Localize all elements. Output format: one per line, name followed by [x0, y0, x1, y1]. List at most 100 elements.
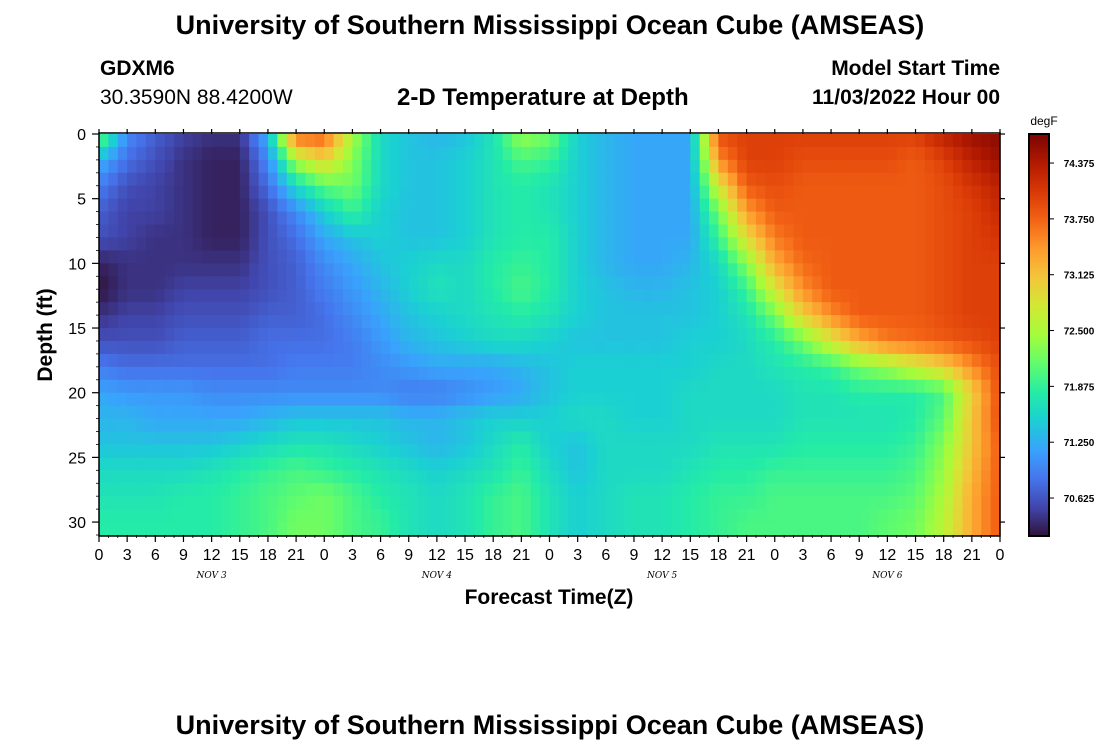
heatmap-cell [549, 444, 560, 458]
heatmap-cell [558, 366, 569, 381]
heatmap-cell [633, 418, 644, 433]
heatmap-cell [718, 250, 729, 264]
heatmap-cell [155, 315, 166, 329]
heatmap-cell [633, 250, 644, 264]
heatmap-cell [990, 457, 1001, 471]
heatmap-cell [943, 263, 954, 277]
heatmap-cell [164, 302, 175, 316]
heatmap-cell [389, 315, 400, 329]
heatmap-cell [549, 328, 560, 342]
heatmap-cell [896, 509, 907, 523]
heatmap-cell [821, 263, 832, 277]
heatmap-cell [549, 263, 560, 277]
heatmap-cell [267, 276, 278, 290]
heatmap-cell [906, 353, 917, 368]
heatmap-cell [530, 198, 541, 213]
heatmap-cell [587, 185, 598, 200]
heatmap-cell [840, 185, 851, 200]
heatmap-cell [849, 457, 860, 471]
heatmap-cell [840, 379, 851, 394]
heatmap-cell [249, 250, 260, 264]
heatmap-cell [521, 276, 532, 290]
y-axis-label: Depth (ft) [34, 288, 57, 381]
heatmap-cell [765, 250, 776, 264]
heatmap-cell [502, 224, 513, 239]
heatmap-cell [624, 172, 635, 187]
heatmap-cell [577, 483, 588, 497]
heatmap-cell [521, 379, 532, 394]
heatmap-cell [493, 444, 504, 458]
heatmap-cell [812, 185, 823, 200]
heatmap-cell [427, 263, 438, 277]
heatmap-cell [314, 405, 325, 420]
heatmap-cell [136, 379, 147, 394]
heatmap-cell [192, 496, 203, 510]
heatmap-cell [389, 340, 400, 355]
heatmap-cell [765, 522, 776, 536]
heatmap-cell [371, 315, 382, 329]
colorbar-tick-label: 71.875 [1064, 382, 1095, 393]
heatmap-cell [605, 211, 616, 226]
heatmap-cell [324, 470, 335, 484]
heatmap-cell [605, 250, 616, 264]
heatmap-cell [812, 146, 823, 161]
heatmap-cell [831, 418, 842, 433]
heatmap-cell [962, 237, 973, 252]
heatmap-cell [249, 496, 260, 510]
heatmap-cell [962, 418, 973, 433]
heatmap-cell [840, 289, 851, 303]
heatmap-cell [896, 172, 907, 187]
heatmap-cell [840, 315, 851, 329]
heatmap-cell [662, 379, 673, 394]
heatmap-cell [239, 353, 250, 368]
heatmap-cell [239, 522, 250, 536]
day-label: NOV 4 [421, 571, 452, 581]
heatmap-cell [446, 146, 457, 161]
heatmap-cell [267, 353, 278, 368]
heatmap-cell [549, 237, 560, 252]
heatmap-cell [211, 185, 222, 200]
heatmap-cell [314, 328, 325, 342]
heatmap-cell [399, 392, 410, 407]
heatmap-cell [831, 134, 842, 148]
x-tick-label: 0 [95, 547, 104, 564]
heatmap-cell [380, 431, 391, 446]
heatmap-cell [737, 237, 748, 252]
heatmap-cell [840, 276, 851, 290]
heatmap-cell [155, 457, 166, 471]
heatmap-cell [662, 159, 673, 174]
heatmap-cell [784, 289, 795, 303]
heatmap-cell [230, 366, 241, 381]
heatmap-cell [624, 211, 635, 226]
heatmap-cell [521, 509, 532, 523]
heatmap-cell [502, 263, 513, 277]
heatmap-cell [343, 237, 354, 252]
heatmap-cell [924, 159, 935, 174]
heatmap-cell [887, 392, 898, 407]
heatmap-cell [896, 224, 907, 239]
heatmap-cell [990, 146, 1001, 161]
heatmap-cell [615, 263, 626, 277]
heatmap-cell [643, 328, 654, 342]
heatmap-cell [990, 263, 1001, 277]
heatmap-cell [389, 392, 400, 407]
heatmap-cell [408, 185, 419, 200]
heatmap-cell [990, 198, 1001, 213]
heatmap-cell [202, 146, 213, 161]
heatmap-cell [718, 431, 729, 446]
heatmap-cell [399, 237, 410, 252]
heatmap-cell [615, 172, 626, 187]
heatmap-cell [671, 134, 682, 148]
x-tick-label: 3 [123, 547, 132, 564]
heatmap-cell [474, 496, 485, 510]
heatmap-cell [868, 431, 879, 446]
heatmap-cell [427, 470, 438, 484]
heatmap-cell [671, 276, 682, 290]
heatmap-cell [802, 353, 813, 368]
heatmap-cell [699, 250, 710, 264]
heatmap-cell [953, 457, 964, 471]
heatmap-cell [305, 418, 316, 433]
heatmap-cell [239, 250, 250, 264]
heatmap-cell [136, 276, 147, 290]
heatmap-cell [577, 224, 588, 239]
